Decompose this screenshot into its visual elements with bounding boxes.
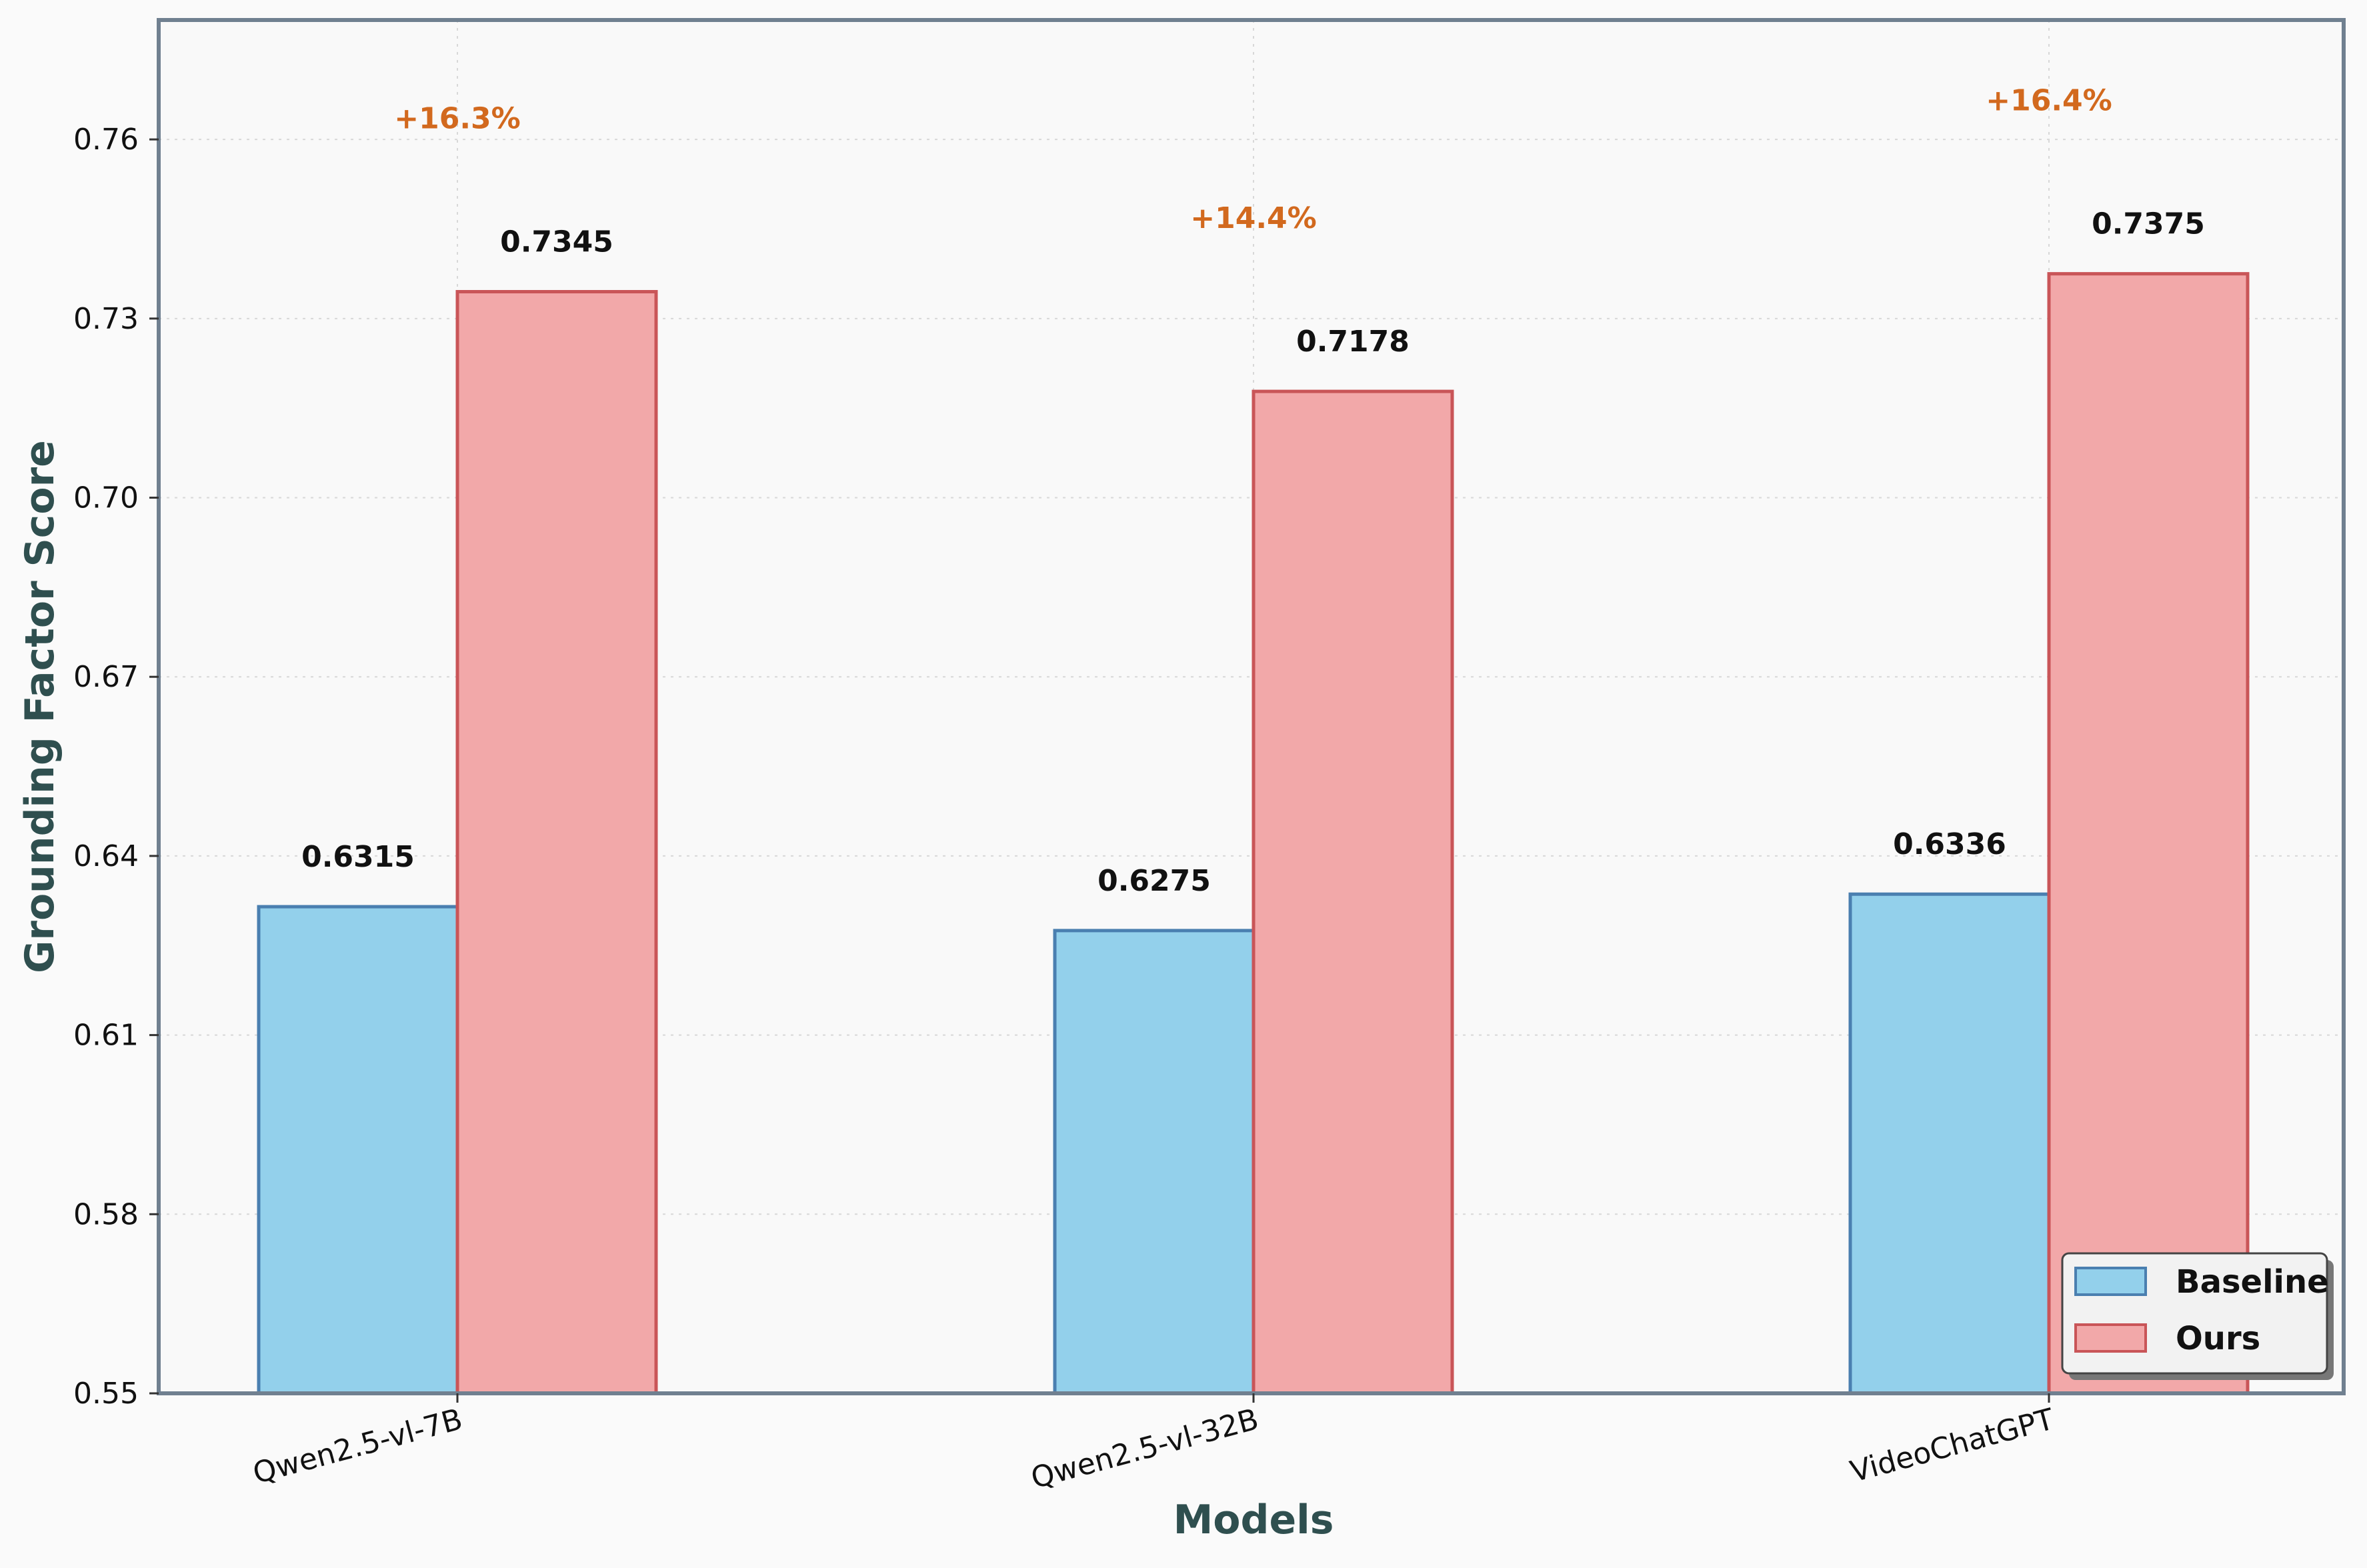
y-tick-label: 0.67 xyxy=(73,660,139,694)
x-tick-label: Qwen2.5-vl-32B xyxy=(1027,1402,1262,1495)
improvement-label: +16.4% xyxy=(1986,84,2112,118)
legend-swatch-ours xyxy=(2074,1323,2147,1353)
legend-label-baseline: Baseline xyxy=(2176,1263,2329,1301)
x-tick-label: VideoChatGPT xyxy=(1847,1402,2058,1489)
value-label-baseline: 0.6315 xyxy=(301,840,415,874)
value-label-baseline: 0.6275 xyxy=(1097,864,1211,898)
plot-frame xyxy=(157,18,2346,1395)
improvement-label: +16.3% xyxy=(394,102,521,136)
x-axis-title: Models xyxy=(1173,1497,1334,1543)
legend-label-ours: Ours xyxy=(2176,1320,2260,1357)
y-tick-label: 0.76 xyxy=(73,123,139,157)
x-tick-label: Qwen2.5-vl-7B xyxy=(249,1402,466,1491)
value-label-ours: 0.7375 xyxy=(2092,207,2205,241)
bar-ours-2 xyxy=(2047,272,2250,1395)
bar-baseline-1 xyxy=(1053,929,1256,1395)
bar-ours-1 xyxy=(1252,389,1454,1395)
value-label-baseline: 0.6336 xyxy=(1893,827,2006,861)
value-label-ours: 0.7178 xyxy=(1296,325,1410,359)
y-tick-label: 0.61 xyxy=(73,1019,139,1053)
y-axis-ticks: 0.55 0.58 0.61 0.64 0.67 0.70 0.73 0.76 xyxy=(73,123,159,1411)
improvement-label: +14.4% xyxy=(1190,201,1317,235)
x-axis-ticks: Qwen2.5-vl-7B Qwen2.5-vl-32B VideoChatGPT xyxy=(249,1393,2058,1495)
legend: Baseline Ours xyxy=(2061,1252,2334,1380)
value-label-ours: 0.7345 xyxy=(500,225,613,259)
y-tick-label: 0.55 xyxy=(73,1377,139,1411)
y-tick-label: 0.70 xyxy=(73,481,139,515)
bar-ours-0 xyxy=(455,290,658,1395)
bar-baseline-2 xyxy=(1848,892,2051,1395)
y-tick-label: 0.64 xyxy=(73,839,139,873)
bar-baseline-0 xyxy=(257,905,459,1395)
legend-swatch-baseline xyxy=(2074,1267,2147,1296)
value-labels: 0.6315 0.7345 +16.3% 0.6275 0.7178 +14.4% 0.63… xyxy=(301,84,2205,898)
y-tick-label: 0.58 xyxy=(73,1197,139,1231)
y-axis-title: Grounding Factor Score xyxy=(17,440,63,973)
y-tick-label: 0.73 xyxy=(73,302,139,336)
